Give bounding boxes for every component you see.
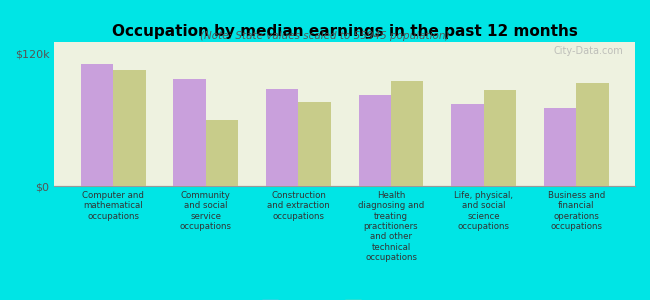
Bar — [266, 88, 298, 186]
Legend: 55945, Minnesota: 55945, Minnesota — [257, 295, 432, 300]
Bar — [298, 102, 331, 186]
Title: Occupation by median earnings in the past 12 months: Occupation by median earnings in the pas… — [112, 24, 578, 39]
Bar — [391, 81, 423, 186]
Bar — [113, 70, 146, 186]
Bar — [451, 104, 484, 186]
Bar — [576, 83, 608, 186]
Bar — [359, 95, 391, 186]
Bar — [206, 119, 239, 186]
Text: City-Data.com: City-Data.com — [554, 46, 623, 56]
Text: (Note: State values scaled to 55945 population): (Note: State values scaled to 55945 popu… — [200, 31, 450, 41]
Bar — [544, 109, 576, 186]
Bar — [484, 90, 516, 186]
Bar — [81, 64, 113, 186]
Bar — [174, 79, 206, 186]
